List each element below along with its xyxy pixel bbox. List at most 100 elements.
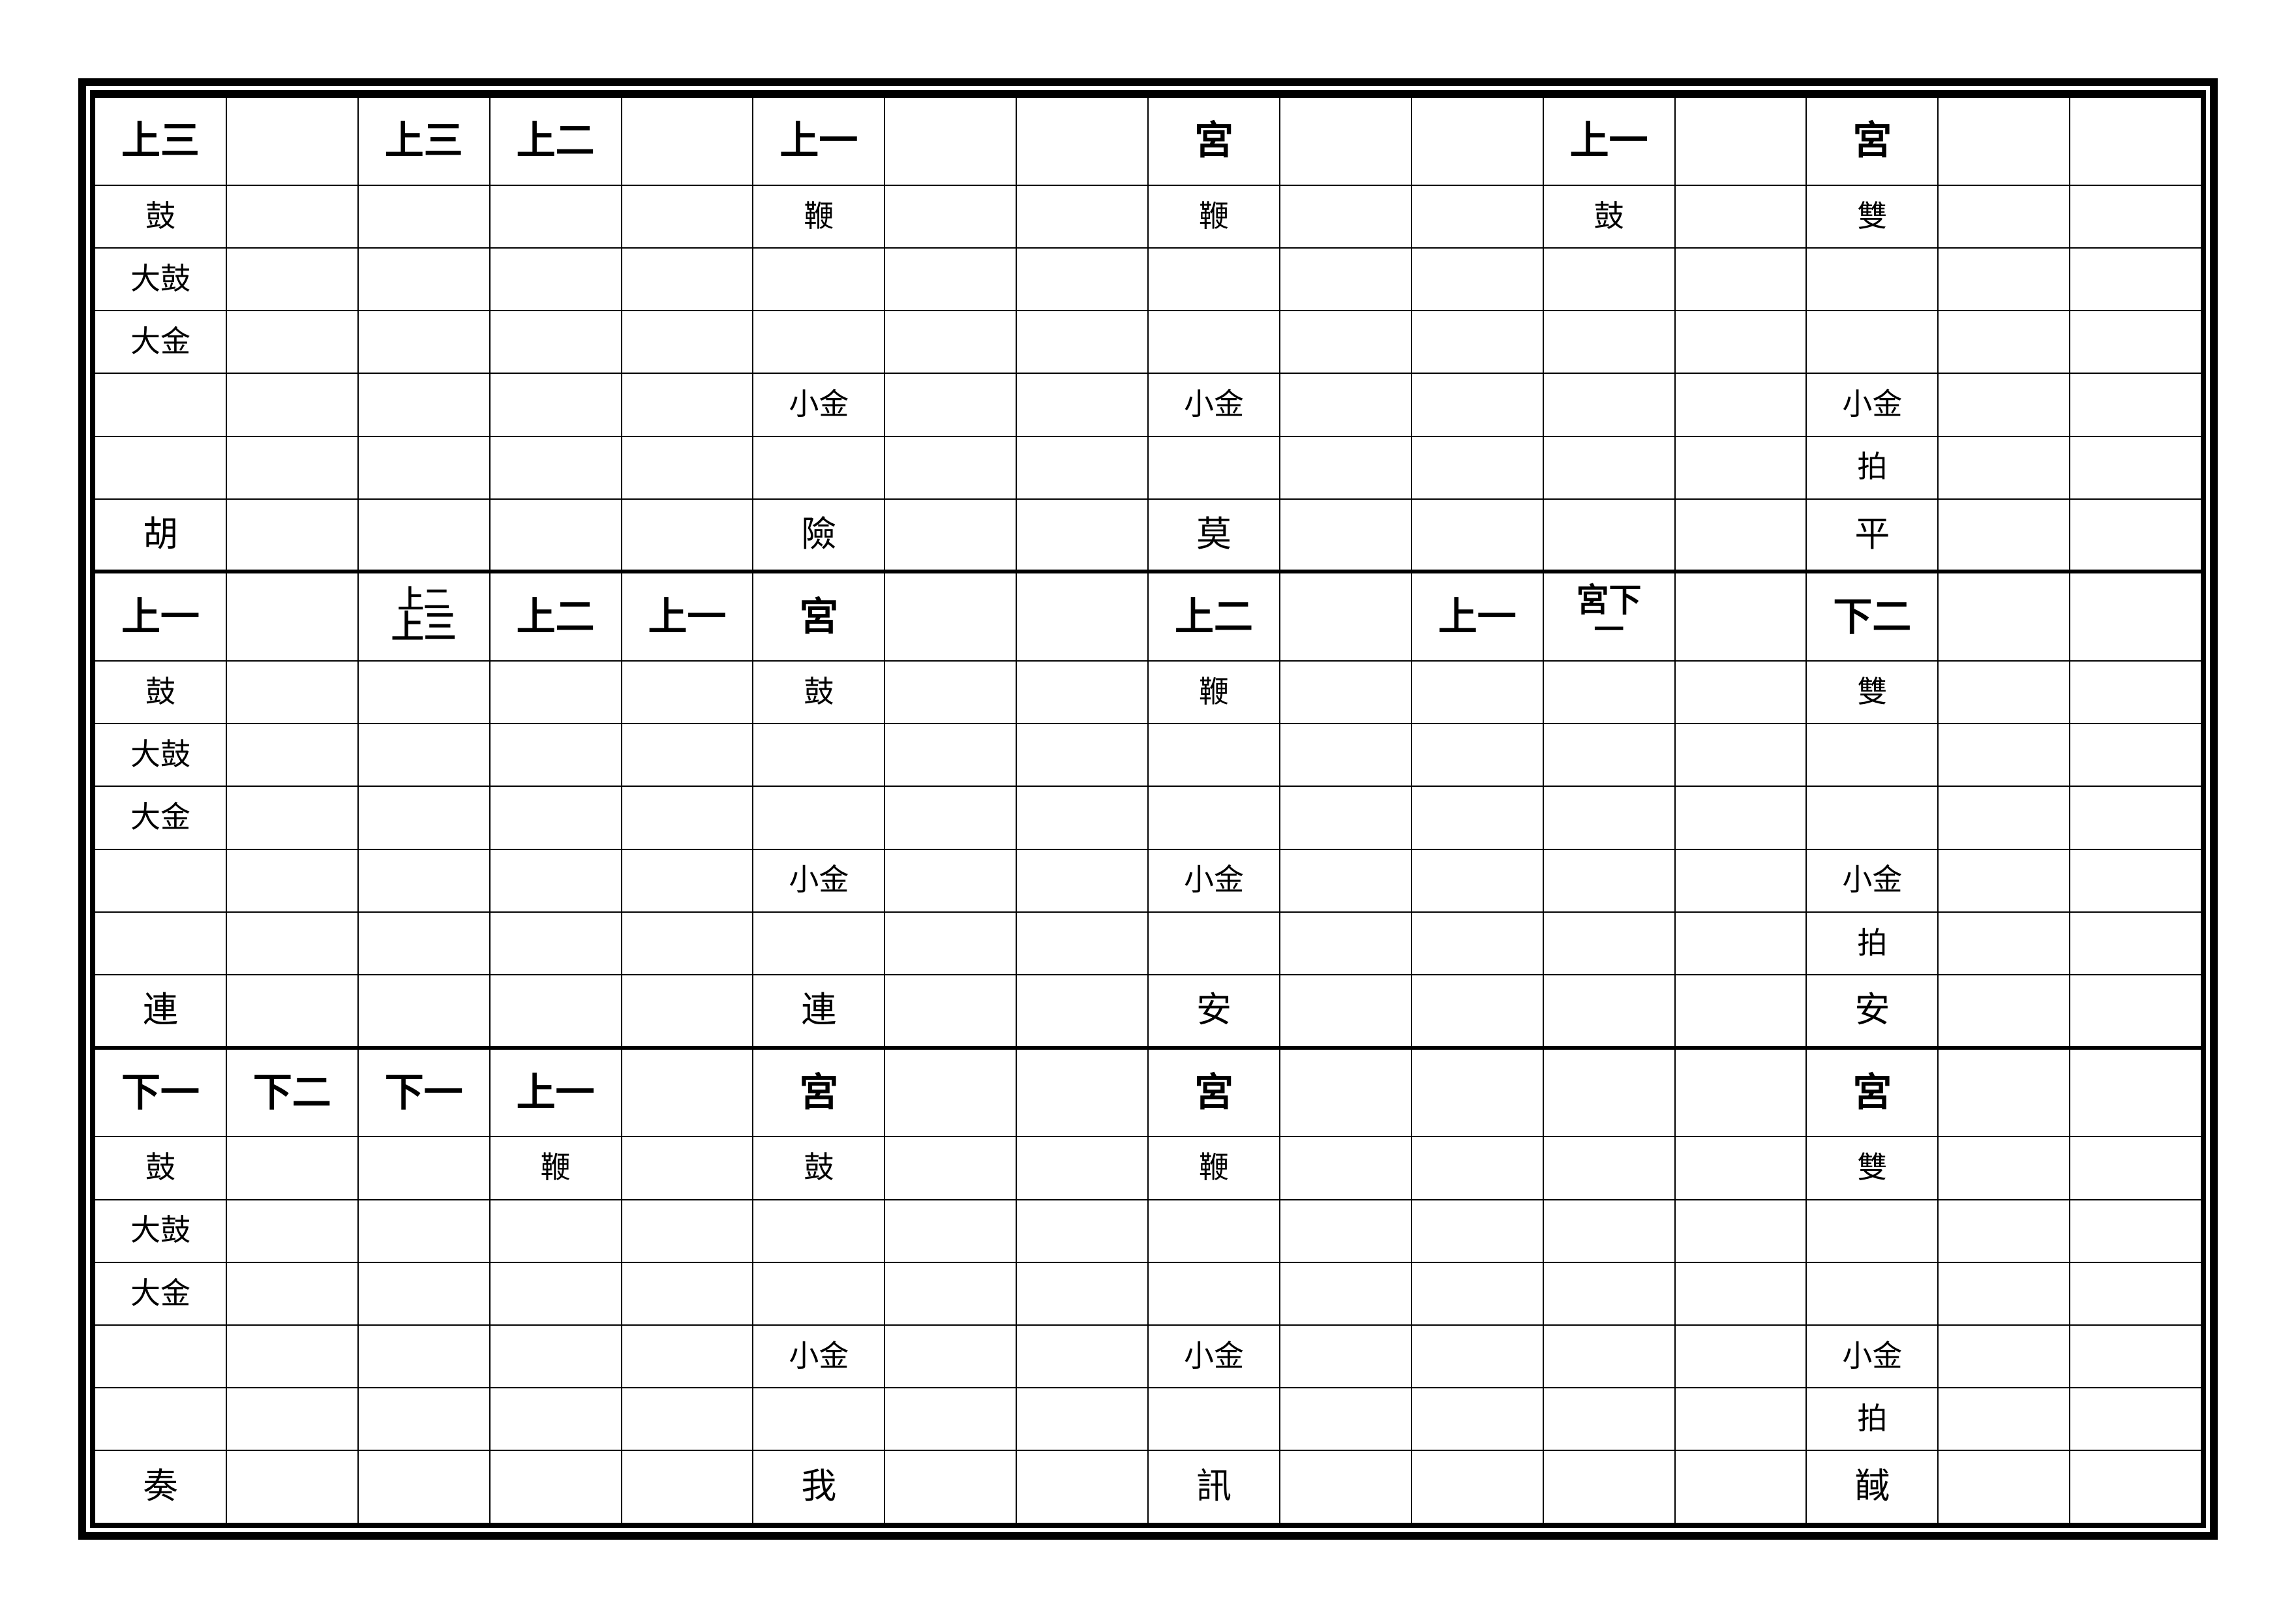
cell (1543, 311, 1675, 373)
cell (884, 724, 1016, 786)
cell (490, 185, 622, 248)
cell (1806, 724, 1938, 786)
cell (226, 849, 358, 912)
cell (1148, 724, 1280, 786)
cell: 上二 (490, 572, 622, 661)
cell (884, 311, 1016, 373)
cell (1543, 661, 1675, 724)
cell (622, 724, 753, 786)
cell: 上三 (358, 96, 490, 185)
cell (490, 311, 622, 373)
cell (884, 572, 1016, 661)
cell: 鼓 (95, 661, 226, 724)
cell (1938, 185, 2070, 248)
cell (622, 1048, 753, 1137)
cell (2070, 248, 2201, 311)
cell: 小金 (753, 1325, 884, 1388)
table-row: 小金小金小金 (95, 849, 2201, 912)
stacked-note: 上二上三 (391, 587, 457, 643)
cell (1016, 724, 1148, 786)
cell (1280, 248, 1412, 311)
cell (358, 1450, 490, 1523)
cell (1938, 1200, 2070, 1262)
cell: 上二 (490, 96, 622, 185)
cell (490, 373, 622, 436)
cell: 鼓 (1543, 185, 1675, 248)
cell (358, 1137, 490, 1199)
cell: 安 (1806, 975, 1938, 1047)
cell (1675, 311, 1807, 373)
notation-table: 上三上三上二上一宮上一宮鼓鞭鞭鼓雙大鼓大金小金小金小金拍胡險莫平上一上二上三上二… (94, 94, 2202, 1524)
cell: 馘 (1806, 1450, 1938, 1523)
cell (884, 96, 1016, 185)
cell (358, 912, 490, 975)
cell: 宮 (1148, 1048, 1280, 1137)
cell (1675, 849, 1807, 912)
cell (95, 1388, 226, 1450)
cell (1675, 248, 1807, 311)
table-row: 連連安安 (95, 975, 2201, 1047)
cell (1543, 849, 1675, 912)
cell (358, 1200, 490, 1262)
cell (1543, 1137, 1675, 1199)
cell: 小金 (1148, 1325, 1280, 1388)
cell (490, 499, 622, 572)
cell (622, 96, 753, 185)
cell (2070, 661, 2201, 724)
cell (1675, 724, 1807, 786)
cell (1675, 1262, 1807, 1325)
cell (1280, 185, 1412, 248)
cell (1543, 248, 1675, 311)
cell (226, 1137, 358, 1199)
cell (358, 724, 490, 786)
cell (1016, 185, 1148, 248)
cell (2070, 1450, 2201, 1523)
cell (226, 1450, 358, 1523)
cell (1148, 436, 1280, 499)
cell (1938, 724, 2070, 786)
cell: 大鼓 (95, 248, 226, 311)
cell (753, 912, 884, 975)
cell (884, 1137, 1016, 1199)
cell: 險 (753, 499, 884, 572)
cell (1543, 1200, 1675, 1262)
cell (226, 1388, 358, 1450)
cell (1412, 436, 1543, 499)
cell (2070, 975, 2201, 1047)
cell (1675, 975, 1807, 1047)
cell (1280, 311, 1412, 373)
cell (1280, 724, 1412, 786)
cell: 雙 (1806, 1137, 1938, 1199)
cell (226, 248, 358, 311)
cell (1938, 786, 2070, 849)
cell: 鞭 (753, 185, 884, 248)
cell: 宮 (753, 1048, 884, 1137)
table-row: 鼓鞭鞭鼓雙 (95, 185, 2201, 248)
cell (1016, 311, 1148, 373)
cell (884, 912, 1016, 975)
cell (490, 849, 622, 912)
cell (358, 185, 490, 248)
cell (2070, 499, 2201, 572)
cell (1543, 912, 1675, 975)
cell (884, 975, 1016, 1047)
cell (884, 185, 1016, 248)
cell: 上一 (490, 1048, 622, 1137)
cell (884, 1325, 1016, 1388)
cell: 上一 (622, 572, 753, 661)
cell (1675, 1048, 1807, 1137)
cell: 宮下一 (1543, 572, 1675, 661)
cell (753, 436, 884, 499)
cell (622, 975, 753, 1047)
cell: 連 (95, 975, 226, 1047)
cell (1280, 436, 1412, 499)
cell: 下二 (226, 1048, 358, 1137)
cell (358, 849, 490, 912)
cell (1016, 436, 1148, 499)
cell (1016, 661, 1148, 724)
cell (1016, 849, 1148, 912)
cell (358, 786, 490, 849)
cell (226, 975, 358, 1047)
cell (1016, 1262, 1148, 1325)
cell (753, 1200, 884, 1262)
